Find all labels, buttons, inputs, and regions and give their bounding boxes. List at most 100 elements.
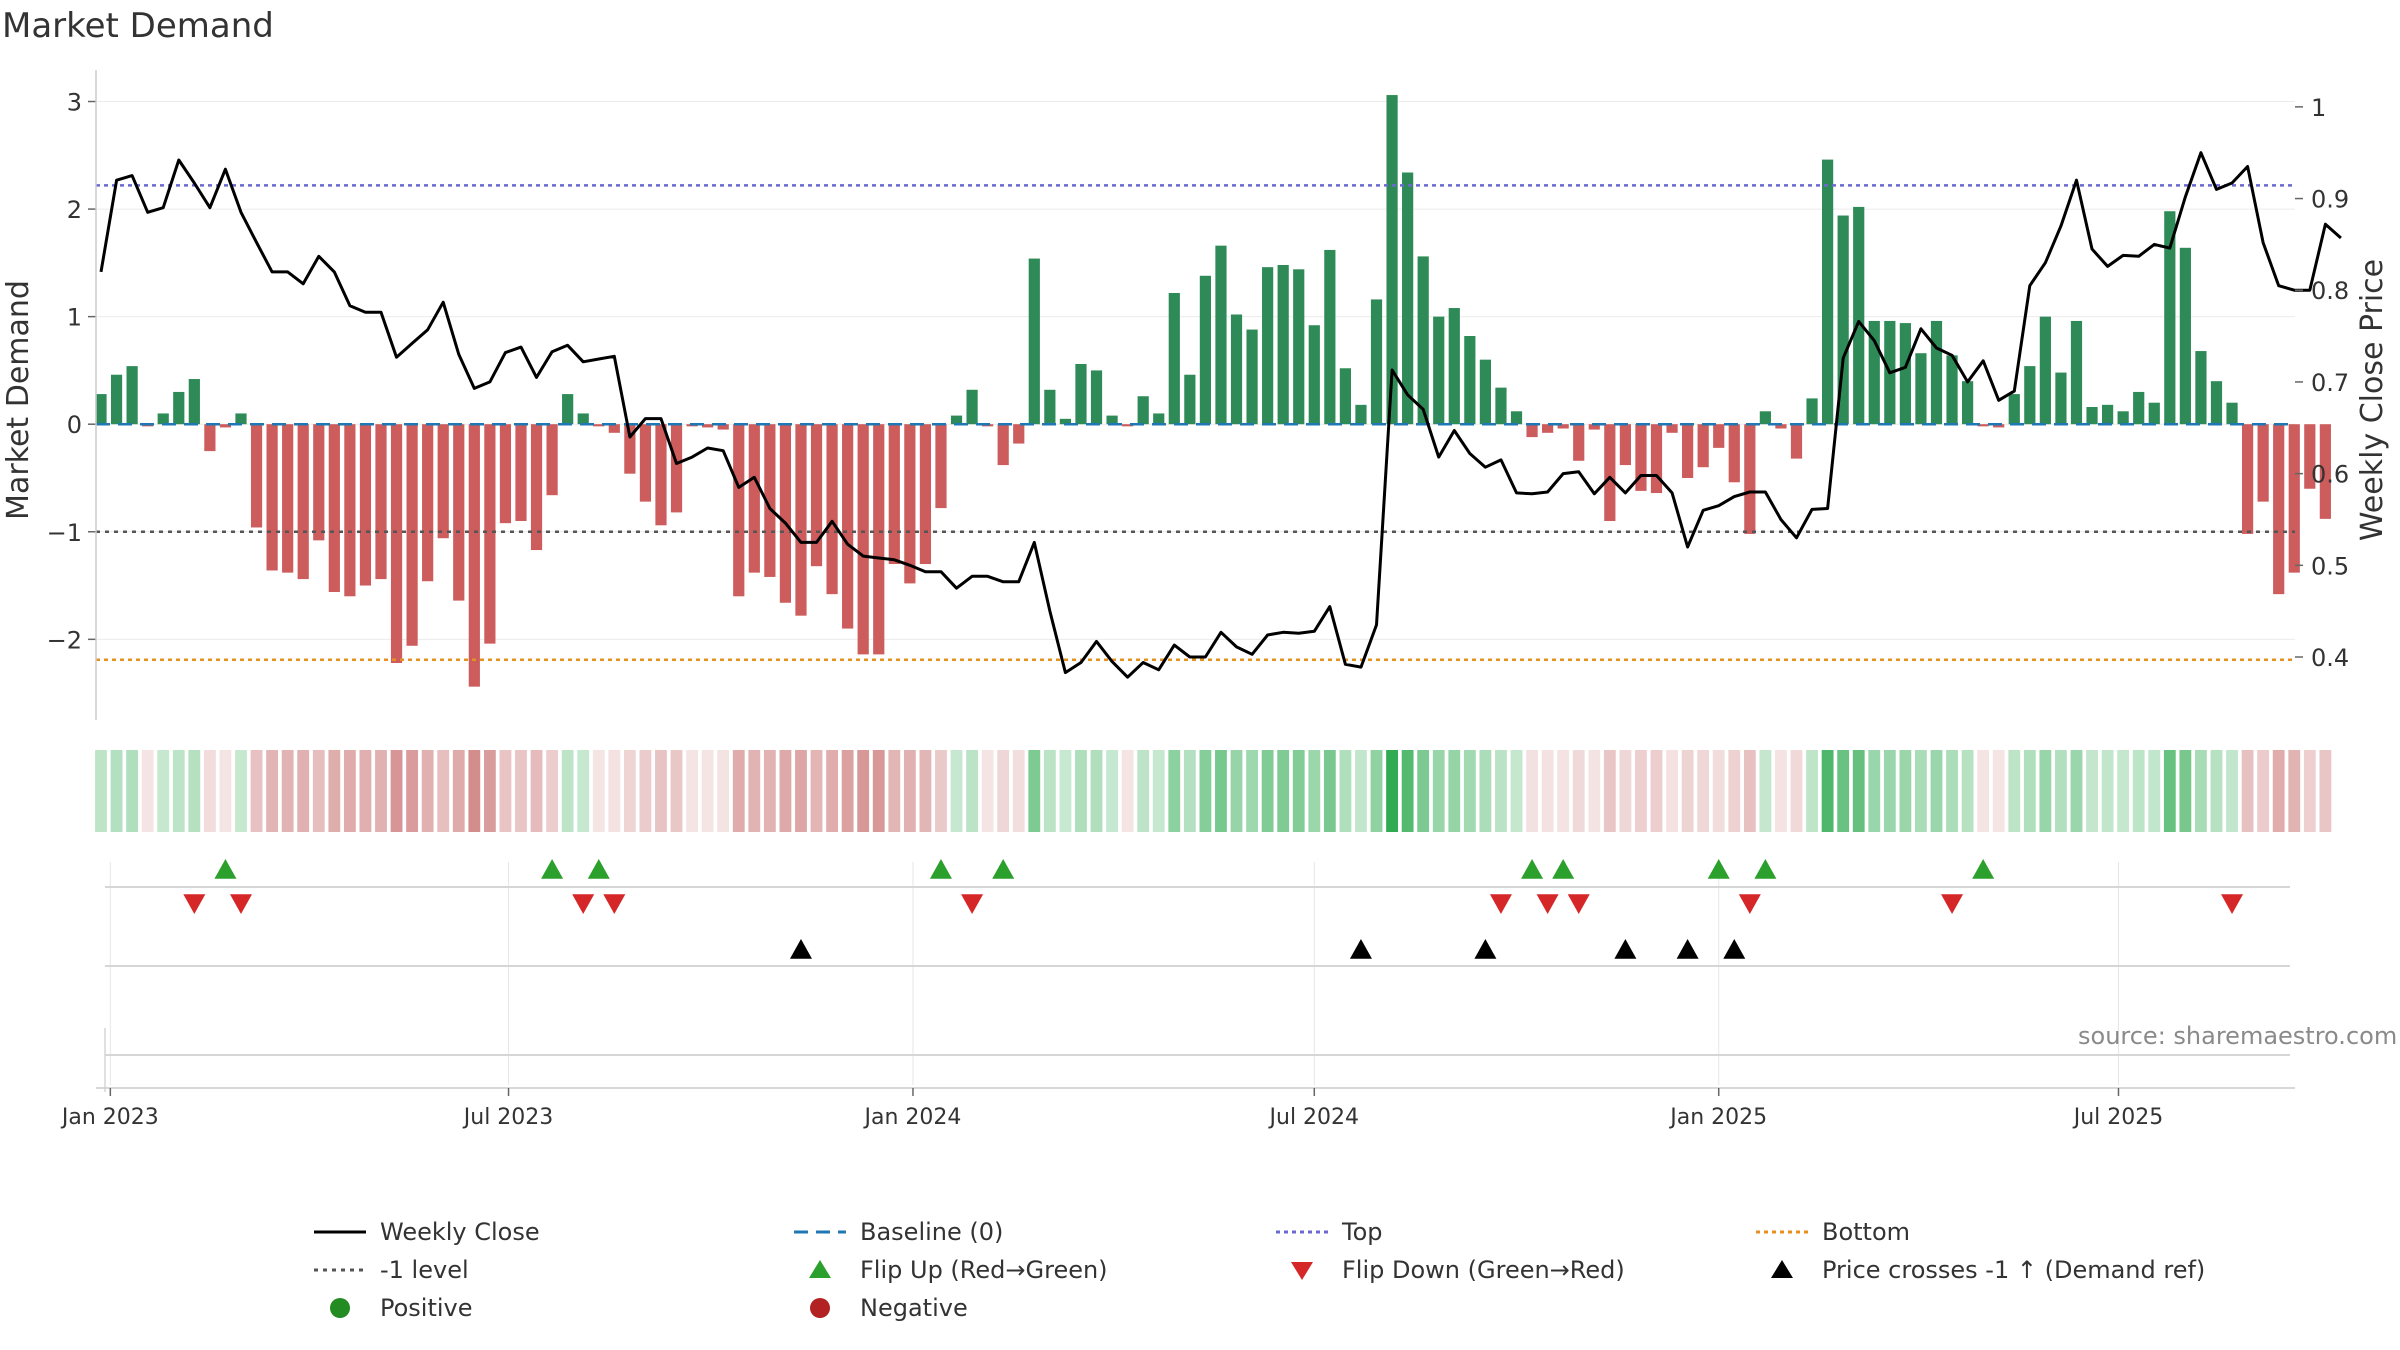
demand-bar: [406, 424, 418, 646]
heat-cell: [2070, 750, 2083, 832]
heat-cell: [2210, 750, 2223, 832]
demand-bar: [422, 424, 434, 582]
heat-cell: [1417, 750, 1430, 832]
x-axis: Jan 2023 Jul 2023 Jan 2024 Jul 2024 Jan 2025…: [60, 1087, 2295, 1130]
flip-up-marker: [992, 859, 1015, 879]
heat-cell: [312, 750, 325, 832]
heat-cell: [1899, 750, 1912, 832]
heat-cell: [686, 750, 699, 832]
flip-up-marker: [1972, 859, 1995, 879]
legend-label: Baseline (0): [860, 1218, 1004, 1246]
flip-down-marker: [1738, 894, 1761, 914]
heat-cell: [1775, 750, 1787, 832]
heat-cell: [1868, 750, 1881, 832]
grid-layer: [96, 101, 2295, 1085]
flip-up-marker: [1707, 859, 1730, 879]
heat-cell: [515, 750, 527, 832]
demand-bar: [2164, 211, 2176, 425]
triangle-up-icon: [809, 1260, 831, 1278]
demand-bar: [1635, 424, 1647, 491]
heat-cell: [888, 750, 901, 832]
demand-bar: [126, 366, 138, 425]
demand-bar: [733, 424, 745, 597]
demand-bar: [1557, 424, 1569, 429]
demand-bar: [515, 424, 527, 522]
demand-bar: [2195, 351, 2207, 425]
heat-cell: [592, 750, 605, 832]
demand-bar: [1542, 424, 1554, 433]
demand-bar: [562, 394, 574, 425]
flip-down-marker: [1567, 894, 1590, 914]
x-tick-label: Jan 2025: [1668, 1105, 1767, 1130]
demand-bar: [904, 424, 916, 584]
heat-cell: [1557, 750, 1570, 832]
demand-bar: [1588, 424, 1600, 430]
y2-tick-label: 0.6: [2311, 461, 2349, 489]
heat-cell: [110, 750, 123, 832]
demand-bar: [1479, 359, 1491, 425]
heat-cell: [1650, 750, 1663, 832]
flip-down-marker: [2221, 894, 2244, 914]
heat-cell: [2241, 750, 2254, 832]
demand-bar: [235, 413, 247, 425]
legend-label: Flip Up (Red→Green): [860, 1256, 1108, 1284]
triangle-up-icon: [1771, 1260, 1793, 1278]
demand-bar: [1619, 424, 1631, 466]
x-tick-label: Jul 2025: [2072, 1105, 2164, 1130]
y2-tick-label: 0.9: [2311, 186, 2349, 214]
source-note: source: sharemaestro.com: [2078, 1022, 2398, 1050]
demand-bar: [2226, 402, 2238, 425]
flip-down-marker: [1536, 894, 1559, 914]
flip-down-marker: [603, 894, 626, 914]
demand-bar: [935, 424, 947, 509]
heat-cell: [141, 750, 154, 832]
cross-markers-panel: [104, 939, 2290, 1092]
heat-cell: [1946, 750, 1958, 832]
heat-cell: [343, 750, 356, 832]
demand-bar: [950, 415, 963, 425]
heat-cell: [1977, 750, 1990, 832]
demand-bar: [2304, 424, 2316, 489]
demand-bar: [1028, 258, 1040, 425]
demand-bar: [1106, 415, 1118, 425]
y-tick-label: 3: [67, 89, 82, 117]
demand-bar: [2101, 404, 2114, 425]
heat-cell: [872, 750, 885, 832]
legend-label: Top: [1342, 1218, 1383, 1246]
legend-item-minus1: -1 level: [310, 1252, 469, 1288]
heat-cell: [1743, 750, 1756, 832]
legend-item-negative: Negative: [790, 1290, 968, 1326]
heat-cell: [2257, 750, 2270, 832]
flip-markers-panel: [105, 859, 2290, 914]
demand-bar: [1697, 424, 1709, 468]
heat-cell: [1588, 750, 1601, 832]
heat-cell: [483, 750, 496, 832]
demand-bar: [1806, 398, 1818, 425]
heat-cell: [826, 750, 838, 832]
legend-label: Negative: [860, 1294, 968, 1322]
demand-bar: [499, 424, 512, 524]
demand-bar: [1822, 159, 1834, 425]
heat-cell: [2023, 750, 2036, 832]
demand-bar: [2117, 411, 2129, 425]
heat-cell: [2008, 750, 2021, 832]
demand-bar: [795, 424, 807, 616]
demand-bar: [282, 424, 294, 573]
heat-cell: [903, 750, 916, 832]
heat-cell: [1448, 750, 1461, 832]
heat-cell: [390, 750, 403, 832]
heat-cell: [266, 750, 279, 832]
cross-marker: [1349, 939, 1372, 959]
y-tick-label: −1: [47, 519, 82, 547]
heat-cell: [1526, 750, 1538, 832]
demand-bar: [2241, 424, 2254, 534]
heat-cell: [2101, 750, 2114, 832]
demand-bar: [1868, 320, 1880, 425]
demand-bar: [1044, 389, 1056, 425]
heat-cell: [157, 750, 170, 832]
heat-cell: [1635, 750, 1647, 832]
demand-bar: [1526, 424, 1538, 438]
heat-cell: [281, 750, 294, 832]
demand-bar: [1604, 424, 1616, 522]
flip-down-marker: [229, 894, 252, 914]
